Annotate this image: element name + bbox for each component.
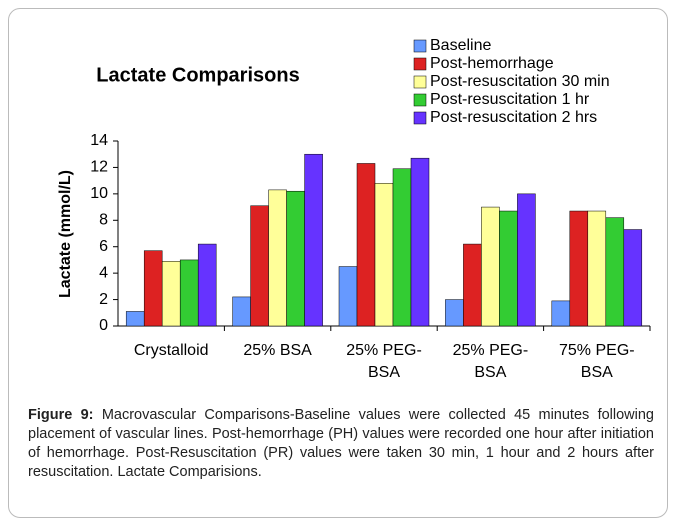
legend-swatch (413, 75, 427, 89)
legend-label: Post-resuscitation 1 hr (430, 91, 590, 108)
caption: Figure 9: Macrovascular Comparisons-Base… (28, 406, 654, 482)
y-tick-label: 12 (90, 159, 108, 176)
bar (161, 261, 181, 327)
legend-swatch (413, 57, 427, 71)
bar (623, 229, 643, 327)
y-tick-label: 10 (90, 185, 108, 202)
y-tick-label: 4 (99, 264, 108, 281)
bar (356, 163, 376, 327)
figure-frame (8, 8, 668, 518)
chart-title: Lactate Comparisons (96, 64, 299, 86)
x-tick-label: 75% PEG-BSA (559, 342, 635, 381)
y-tick-label: 2 (99, 291, 108, 308)
bar (268, 189, 287, 327)
bar (517, 193, 536, 327)
bar (338, 266, 358, 327)
bar (392, 168, 412, 327)
bar (569, 210, 589, 327)
y-tick-label: 8 (99, 212, 108, 229)
bar (197, 243, 217, 327)
legend-swatch (413, 111, 427, 125)
bar (179, 259, 199, 327)
caption-label: Figure 9: (28, 407, 94, 423)
legend-swatch (413, 93, 427, 107)
caption-text: Macrovascular Comparisons-Baseline value… (28, 407, 655, 480)
legend-label: Post-resuscitation 30 min (430, 73, 610, 90)
y-axis-label: Lactate (mmol/L) (57, 170, 74, 298)
y-tick-label: 14 (90, 132, 108, 149)
bar (445, 299, 464, 327)
chart: Lactate Comparisons Lactate (mmol/L) 0 2 4… (57, 37, 651, 334)
y-tick-label: 6 (99, 238, 108, 255)
bar (481, 206, 500, 327)
legend-swatch (413, 39, 427, 53)
x-tick-label: 25% PEG-BSA (346, 342, 422, 381)
legend-label: Baseline (430, 37, 491, 54)
x-tick-label: 25% PEG-BSA (452, 342, 529, 381)
bar (410, 157, 430, 327)
bar (551, 300, 571, 327)
x-tick-label: 25% BSA (243, 342, 312, 359)
bar (587, 210, 607, 327)
bar (143, 250, 163, 327)
bar (499, 210, 518, 327)
bar (286, 190, 305, 327)
y-tick-label: 0 (99, 317, 108, 334)
bar (463, 243, 482, 327)
bar (125, 311, 145, 327)
legend-label: Post-hemorrhage (430, 55, 554, 72)
bar (304, 153, 323, 327)
legend-label: Post-resuscitation 2 hrs (430, 109, 597, 126)
bar (605, 217, 625, 327)
bar (232, 296, 251, 327)
x-tick-label: Crystalloid (133, 342, 209, 359)
bar (250, 205, 269, 327)
bar (374, 183, 394, 327)
